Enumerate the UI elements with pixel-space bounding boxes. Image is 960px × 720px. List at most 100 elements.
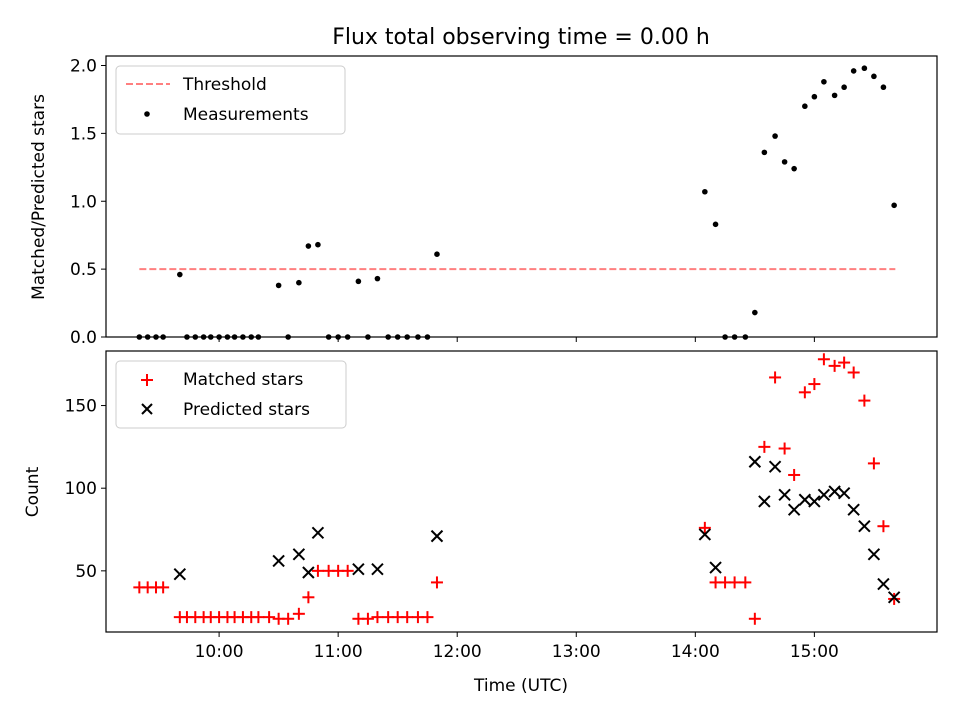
matched-star-point (769, 371, 782, 384)
matched-star-point (401, 611, 414, 624)
measurement-point (305, 243, 312, 249)
measurement-point (177, 271, 183, 278)
measurement-point (712, 221, 719, 228)
legend-measurements-swatch (144, 111, 150, 117)
predicted-star-point (847, 503, 860, 516)
predicted-star-point (352, 562, 365, 576)
predicted-star-point (758, 495, 771, 508)
predicted-star-point (430, 529, 444, 543)
matched-star-point (838, 356, 851, 369)
measurement-point (821, 78, 827, 85)
measurement-point (365, 334, 371, 340)
predicted-star-point (292, 548, 306, 561)
measurement-point (275, 282, 282, 289)
matched-star-point (252, 611, 265, 624)
matched-star-point (302, 591, 315, 604)
measurement-point (841, 84, 847, 91)
bottom-y-axis-label: Count (23, 466, 43, 517)
legend-threshold-label: Threshold (182, 75, 267, 95)
bottom-xtick-label: 10:00 (195, 642, 244, 662)
top-ytick-label: 0.5 (70, 260, 97, 280)
predicted-star-point (877, 577, 890, 591)
measurement-point (224, 334, 231, 340)
measurement-point (731, 334, 738, 340)
predicted-star-point (698, 528, 712, 541)
bottom-panel: Count Time (UTC) 50 100 150 10:00 11:00 12:0… (23, 350, 938, 696)
predicted-star-point (858, 520, 871, 533)
matched-star-point (263, 611, 276, 624)
measurement-point (434, 251, 440, 257)
matched-star-point (371, 611, 384, 624)
matched-star-point (421, 611, 434, 624)
matched-star-point (430, 576, 443, 589)
predicted-star-point (867, 548, 881, 561)
measurement-point (861, 65, 868, 72)
predicted-star-point (798, 493, 812, 506)
measurement-point (240, 334, 246, 340)
measurement-point (200, 334, 207, 340)
predicted-star-point (887, 591, 901, 604)
measurement-point (325, 334, 332, 340)
chart-title: Flux total observing time = 0.00 h (332, 25, 710, 50)
measurement-point (144, 334, 151, 340)
measurement-point (404, 334, 411, 340)
measurement-point (761, 149, 768, 156)
predicted-star-point (787, 503, 801, 516)
matched-star-point (888, 592, 901, 605)
measurement-point (285, 334, 291, 340)
measurement-point (722, 334, 728, 340)
matched-star-point (778, 442, 791, 455)
measurement-point (850, 68, 857, 74)
measurement-point (752, 309, 758, 316)
matched-star-point (739, 576, 752, 589)
matched-star-point (282, 612, 295, 625)
measurement-point (772, 133, 778, 139)
bottom-xtick-label: 15:00 (790, 642, 839, 662)
measurement-point (394, 334, 401, 340)
legend-matched-swatch (141, 374, 153, 386)
matched-star-point (828, 359, 841, 372)
predicted-star-point (173, 567, 187, 581)
measurement-point (207, 334, 214, 340)
top-ytick-label: 2.0 (70, 57, 97, 77)
predicted-star-point (709, 561, 722, 574)
matched-star-point (157, 581, 170, 594)
matched-star-point (858, 394, 871, 407)
measurement-point (781, 159, 788, 165)
legend-matched-label: Matched stars (183, 370, 303, 390)
predicted-star-point (748, 455, 762, 468)
legend-measurements-label: Measurements (183, 105, 309, 125)
bottom-xtick-label: 11:00 (314, 642, 363, 662)
top-ytick-label: 0.0 (70, 328, 97, 348)
matched-star-point (361, 612, 374, 625)
bottom-xtick-label: 12:00 (433, 642, 482, 662)
matched-star-point (877, 520, 890, 533)
measurement-point (153, 334, 159, 340)
top-y-axis-label: Matched/Predicted stars (29, 94, 49, 300)
measurement-point (831, 92, 838, 99)
bottom-ytick-label: 50 (75, 562, 97, 582)
measurement-point (231, 334, 238, 340)
measurement-point (255, 334, 262, 340)
bottom-x-axis-label: Time (UTC) (473, 676, 568, 696)
matched-star-point (788, 468, 801, 481)
matched-star-point (867, 457, 880, 470)
legend-predicted-label: Predicted stars (183, 400, 310, 420)
measurement-point (344, 334, 351, 340)
matched-star-point (728, 576, 741, 589)
measurement-point (355, 278, 362, 285)
top-legend: Threshold Measurements (115, 65, 346, 135)
predicted-star-point (817, 488, 831, 502)
legend-predicted-swatch (141, 403, 153, 415)
matched-star-point (698, 521, 711, 534)
predicted-star-point (828, 485, 841, 498)
bottom-ytick-label: 100 (65, 479, 97, 499)
measurement-point (802, 103, 808, 110)
measurement-point (374, 275, 381, 282)
measurement-point (160, 334, 166, 340)
measurement-point (702, 188, 708, 195)
measurement-point (415, 334, 421, 340)
predicted-star-point (371, 562, 384, 576)
measurement-point (184, 334, 190, 340)
